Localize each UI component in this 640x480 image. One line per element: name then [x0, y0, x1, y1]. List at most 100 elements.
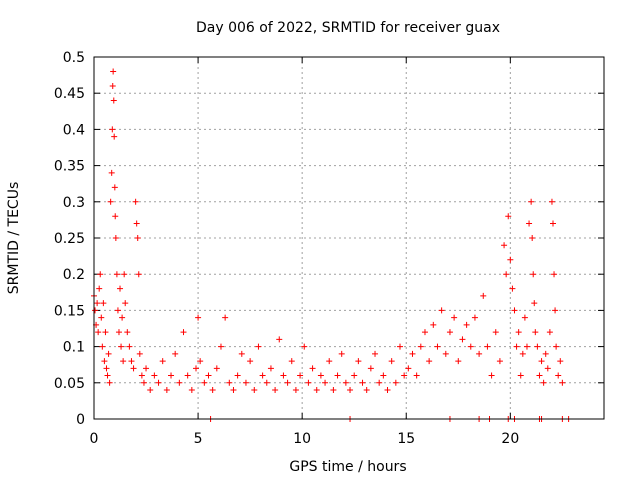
- data-point: [467, 343, 474, 350]
- data-point: [434, 343, 441, 350]
- data-point: [492, 329, 499, 336]
- x-tick-label: 0: [90, 431, 99, 447]
- data-point: [124, 329, 131, 336]
- data-point: [515, 329, 522, 336]
- x-tick-label: 10: [293, 431, 311, 447]
- data-point: [114, 307, 121, 314]
- data-point: [540, 379, 547, 386]
- data-point: [488, 372, 495, 379]
- data-point: [480, 292, 487, 299]
- y-tick-label: 0.45: [54, 86, 85, 102]
- data-point: [230, 387, 237, 394]
- data-point: [538, 358, 545, 365]
- data-point: [351, 372, 358, 379]
- data-point: [376, 379, 383, 386]
- data-point: [99, 343, 106, 350]
- data-point: [259, 372, 266, 379]
- data-point: [526, 220, 533, 227]
- data-point: [405, 365, 412, 372]
- data-point: [184, 372, 191, 379]
- data-point: [101, 358, 108, 365]
- data-point: [159, 358, 166, 365]
- data-point: [550, 220, 556, 227]
- data-point: [326, 358, 333, 365]
- data-point: [110, 97, 117, 104]
- data-point: [544, 365, 551, 372]
- data-point: [133, 220, 140, 227]
- y-tick-label: 0.4: [63, 122, 85, 138]
- data-point: [113, 271, 120, 278]
- data-point: [509, 285, 516, 292]
- data-point: [334, 372, 341, 379]
- data-point: [446, 329, 453, 336]
- data-point: [347, 387, 354, 394]
- data-point: [548, 198, 555, 205]
- data-point: [559, 379, 566, 386]
- data-point: [322, 379, 329, 386]
- chart-title: Day 006 of 2022, SRMTID for receiver gua…: [196, 20, 500, 36]
- data-point: [109, 82, 116, 89]
- data-point: [426, 358, 433, 365]
- data-point: [297, 372, 304, 379]
- data-point: [168, 372, 175, 379]
- data-point: [226, 379, 233, 386]
- data-point: [247, 358, 254, 365]
- data-point: [455, 358, 462, 365]
- y-tick-label: 0.35: [54, 159, 85, 175]
- data-point: [95, 329, 102, 336]
- data-point: [242, 379, 249, 386]
- x-tick-label: 15: [397, 431, 415, 447]
- data-point: [209, 387, 216, 394]
- x-tick-label: 5: [194, 431, 203, 447]
- data-point: [380, 372, 387, 379]
- data-point: [104, 372, 111, 379]
- data-point: [388, 358, 395, 365]
- data-point: [96, 285, 103, 292]
- data-point: [108, 169, 115, 176]
- data-point: [130, 365, 137, 372]
- data-point: [121, 271, 128, 278]
- data-point: [151, 372, 158, 379]
- data-point: [338, 350, 345, 357]
- data-point: [222, 314, 229, 321]
- data-point: [138, 372, 145, 379]
- data-point: [484, 343, 491, 350]
- data-point: [120, 358, 127, 365]
- data-point: [136, 350, 143, 357]
- data-point: [367, 365, 374, 372]
- y-tick-label: 0: [76, 412, 85, 428]
- data-point: [107, 198, 114, 205]
- data-point: [305, 379, 312, 386]
- data-point: [330, 387, 337, 394]
- data-point: [280, 372, 287, 379]
- data-point: [172, 350, 179, 357]
- data-point: [117, 285, 124, 292]
- data-point: [112, 213, 119, 220]
- data-point: [155, 379, 162, 386]
- data-point: [463, 321, 470, 328]
- data-point: [103, 365, 110, 372]
- data-point: [135, 271, 142, 278]
- data-point: [118, 343, 125, 350]
- data-point: [217, 343, 224, 350]
- data-point: [143, 365, 150, 372]
- data-point: [102, 329, 109, 336]
- data-point: [317, 372, 324, 379]
- data-point: [92, 307, 99, 314]
- data-point: [557, 358, 564, 365]
- data-point: [530, 271, 537, 278]
- data-point: [201, 379, 208, 386]
- data-point: [459, 336, 466, 343]
- data-point: [276, 336, 283, 343]
- data-point: [438, 307, 445, 314]
- data-point: [529, 235, 536, 241]
- data-point: [531, 300, 538, 307]
- y-tick-label: 0.3: [63, 195, 85, 211]
- data-point: [511, 307, 518, 314]
- data-point: [272, 387, 279, 394]
- y-tick-label: 0.1: [63, 340, 85, 356]
- data-point: [134, 235, 141, 241]
- y-tick-label: 0.25: [54, 231, 85, 247]
- data-point: [267, 365, 274, 372]
